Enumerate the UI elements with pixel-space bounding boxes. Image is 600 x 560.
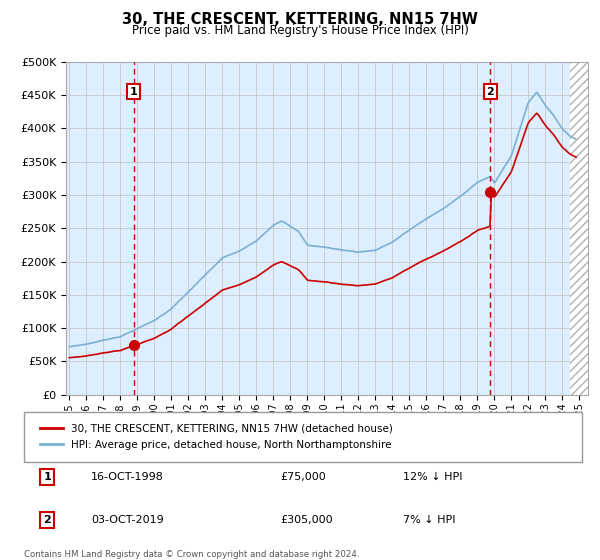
Text: 2: 2 xyxy=(487,87,494,96)
Text: 2: 2 xyxy=(44,515,52,525)
Text: £75,000: £75,000 xyxy=(281,472,326,482)
Text: 1: 1 xyxy=(44,472,52,482)
Text: Contains HM Land Registry data © Crown copyright and database right 2024.
This d: Contains HM Land Registry data © Crown c… xyxy=(24,550,359,560)
Legend: 30, THE CRESCENT, KETTERING, NN15 7HW (detached house), HPI: Average price, deta: 30, THE CRESCENT, KETTERING, NN15 7HW (d… xyxy=(35,418,398,455)
Text: Price paid vs. HM Land Registry's House Price Index (HPI): Price paid vs. HM Land Registry's House … xyxy=(131,24,469,37)
Text: 7% ↓ HPI: 7% ↓ HPI xyxy=(403,515,456,525)
Text: 1: 1 xyxy=(130,87,138,96)
Text: 12% ↓ HPI: 12% ↓ HPI xyxy=(403,472,463,482)
Text: £305,000: £305,000 xyxy=(281,515,334,525)
Text: 16-OCT-1998: 16-OCT-1998 xyxy=(91,472,164,482)
FancyBboxPatch shape xyxy=(24,412,582,462)
Text: 30, THE CRESCENT, KETTERING, NN15 7HW: 30, THE CRESCENT, KETTERING, NN15 7HW xyxy=(122,12,478,27)
Text: 03-OCT-2019: 03-OCT-2019 xyxy=(91,515,164,525)
